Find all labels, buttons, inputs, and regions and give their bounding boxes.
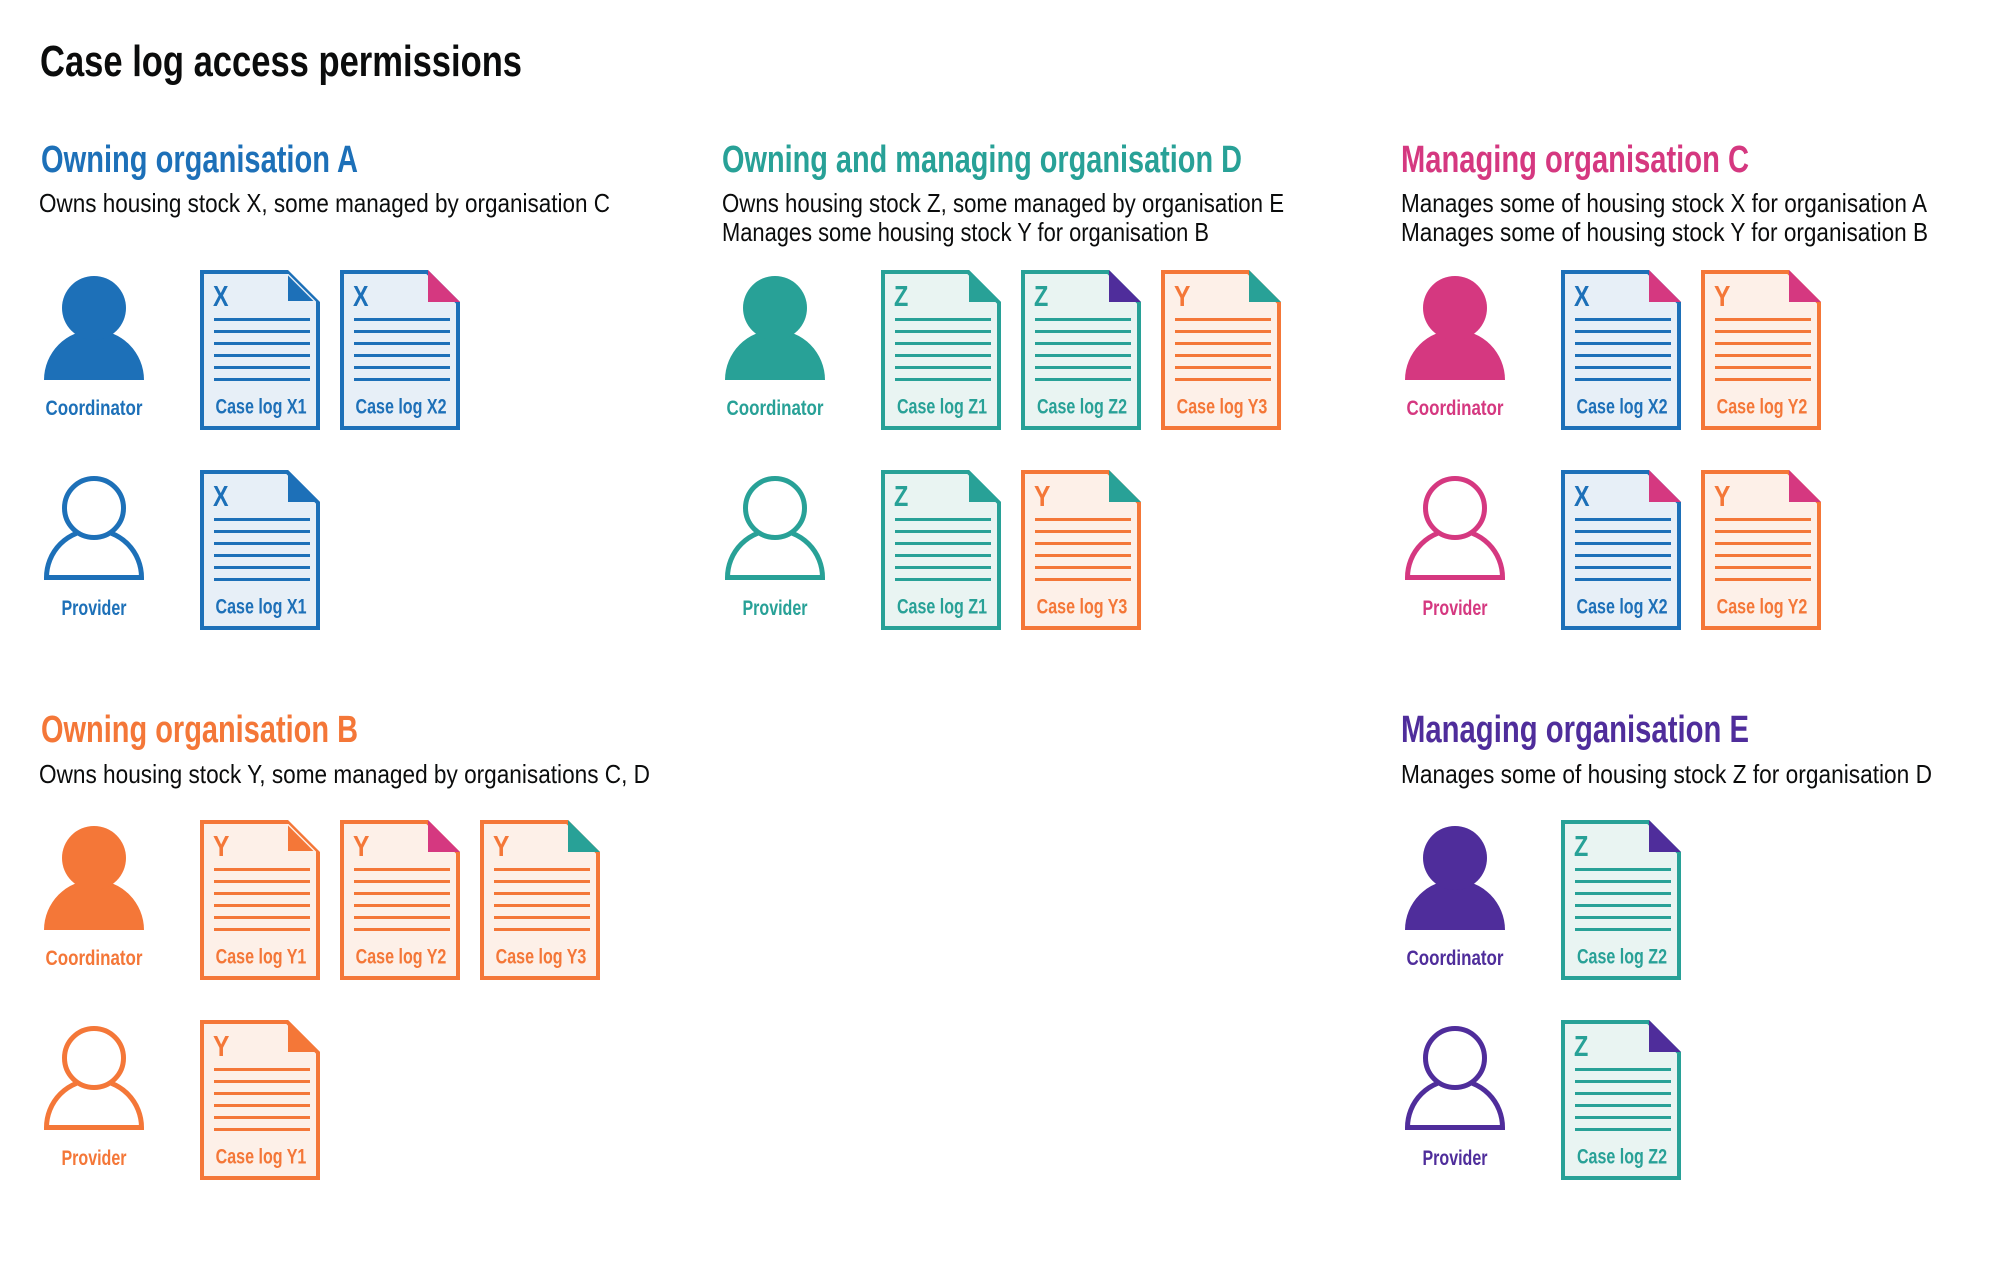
svg-text:Case log Z2: Case log Z2 bbox=[1037, 395, 1127, 419]
svg-text:Case log Y1: Case log Y1 bbox=[216, 945, 307, 969]
svg-text:Y: Y bbox=[1714, 280, 1730, 312]
svg-text:X: X bbox=[213, 280, 229, 313]
svg-text:Case log Z1: Case log Z1 bbox=[897, 395, 987, 419]
svg-text:Case log X2: Case log X2 bbox=[1577, 595, 1668, 619]
svg-text:Case log Y2: Case log Y2 bbox=[356, 945, 447, 969]
svg-text:Y: Y bbox=[1174, 280, 1190, 312]
svg-text:Case log Y1: Case log Y1 bbox=[216, 1145, 307, 1169]
svg-text:Y: Y bbox=[1034, 480, 1050, 512]
svg-text:Y: Y bbox=[493, 830, 509, 862]
svg-text:Y: Y bbox=[1714, 480, 1730, 512]
svg-text:Case log Y2: Case log Y2 bbox=[1717, 395, 1808, 419]
svg-text:Case log Z2: Case log Z2 bbox=[1577, 945, 1667, 969]
svg-text:X: X bbox=[1574, 480, 1590, 513]
svg-text:X: X bbox=[213, 480, 229, 513]
svg-text:Y: Y bbox=[213, 1030, 229, 1062]
svg-text:Z: Z bbox=[1574, 830, 1588, 863]
svg-text:Case log Y2: Case log Y2 bbox=[1717, 595, 1808, 619]
svg-text:Case log Y3: Case log Y3 bbox=[1177, 395, 1268, 419]
svg-text:Y: Y bbox=[213, 830, 229, 862]
svg-text:Z: Z bbox=[1034, 280, 1048, 313]
svg-text:Case log X2: Case log X2 bbox=[1577, 395, 1668, 419]
svg-text:Z: Z bbox=[1574, 1030, 1588, 1063]
svg-text:Case log X1: Case log X1 bbox=[216, 595, 307, 619]
svg-text:Z: Z bbox=[894, 480, 908, 513]
svg-text:Case log X2: Case log X2 bbox=[356, 395, 447, 419]
svg-text:Case log X1: Case log X1 bbox=[216, 395, 307, 419]
svg-text:X: X bbox=[353, 280, 369, 313]
svg-text:X: X bbox=[1574, 280, 1590, 313]
svg-text:Case log Y3: Case log Y3 bbox=[1037, 595, 1128, 619]
svg-text:Case log Z2: Case log Z2 bbox=[1577, 1145, 1667, 1169]
svg-text:Y: Y bbox=[353, 830, 369, 862]
svg-text:Z: Z bbox=[894, 280, 908, 313]
svg-text:Case log Y3: Case log Y3 bbox=[496, 945, 587, 969]
svg-text:Case log Z1: Case log Z1 bbox=[897, 595, 987, 619]
